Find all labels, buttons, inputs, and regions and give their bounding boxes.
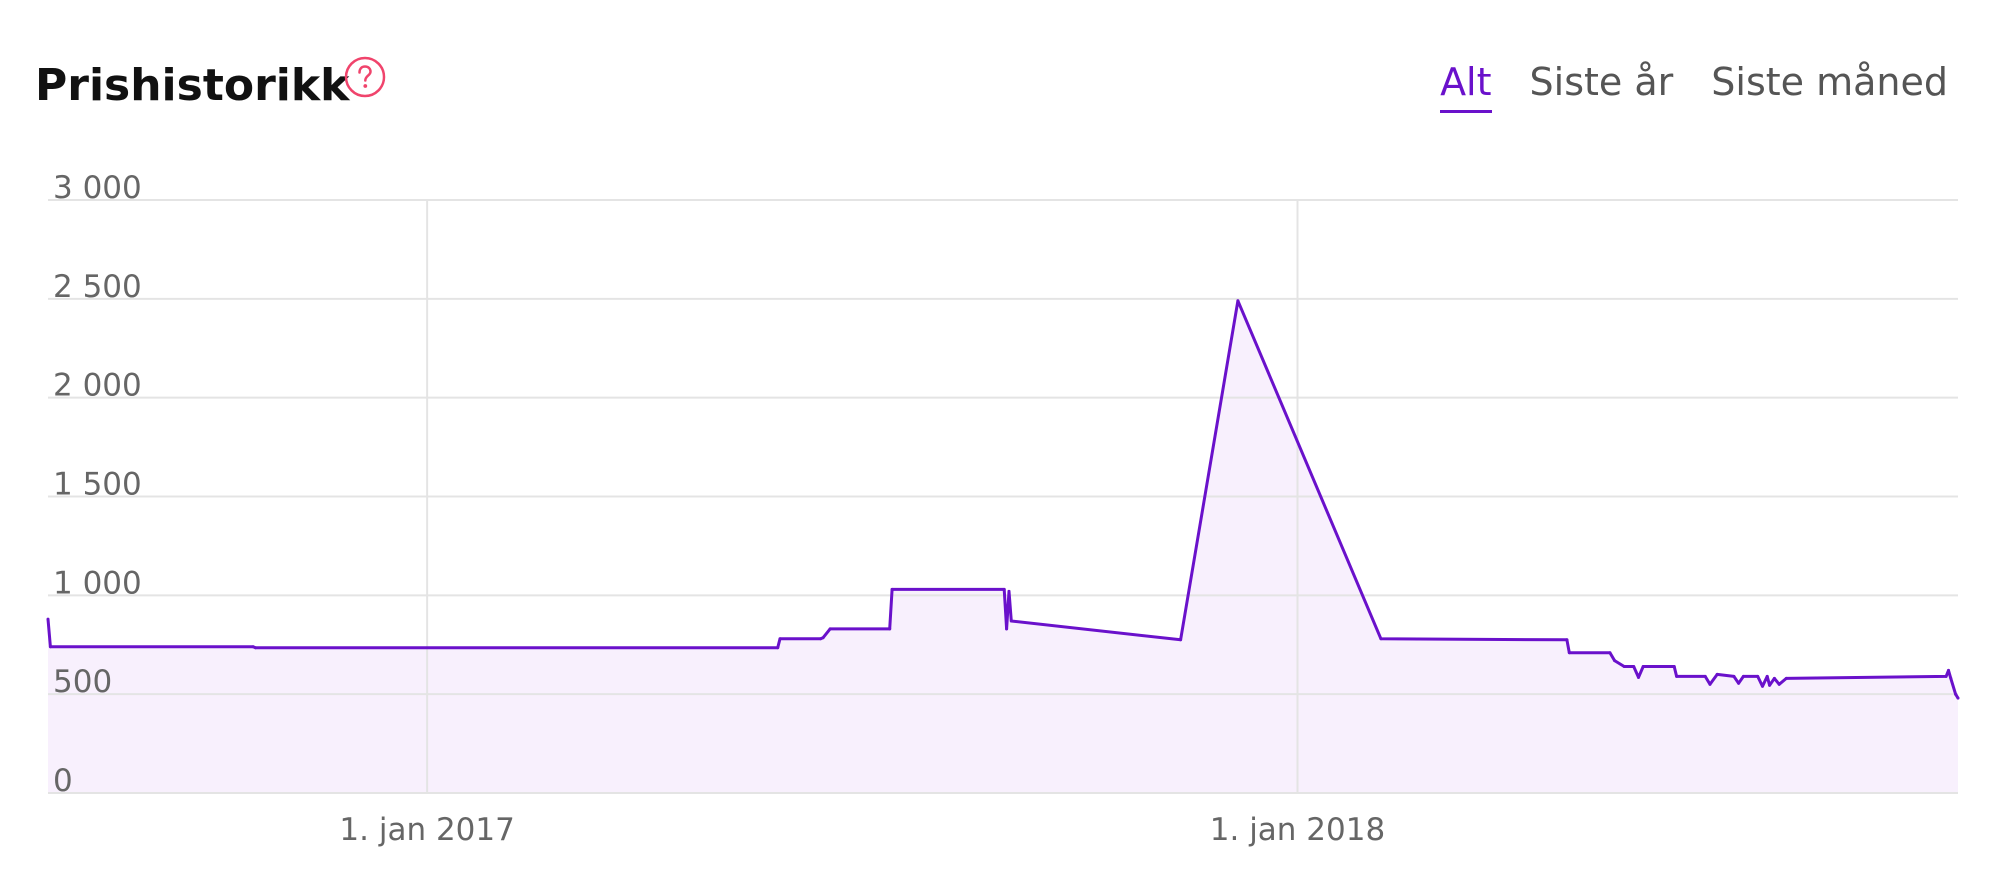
range-tabs: Alt Siste år Siste måned (1440, 56, 1948, 113)
price-point (1641, 665, 1645, 668)
price-point (821, 636, 825, 640)
price-point (888, 627, 892, 631)
price-point (1772, 676, 1776, 680)
price-point (251, 645, 255, 649)
price-point (1703, 674, 1707, 678)
price-point (1009, 619, 1013, 623)
price-point (1765, 674, 1769, 678)
tab-siste-ar[interactable]: Siste år (1529, 60, 1674, 104)
price-point (1741, 674, 1745, 678)
price-point (1002, 587, 1006, 591)
price-point (1756, 674, 1760, 678)
price-point (1637, 675, 1640, 679)
price-point (1947, 668, 1950, 672)
price-point (1567, 651, 1571, 655)
price-area-fill (48, 300, 1958, 793)
price-point (1613, 659, 1617, 663)
price-history-chart: 0 500 1 000 1 500 2 000 2 500 3 000 1. jan 2017… (46, 170, 1960, 848)
tab-siste-maned[interactable]: Siste måned (1711, 60, 1948, 104)
price-point (1708, 682, 1712, 686)
y-tick-label: 3 000 (53, 170, 142, 206)
price-point (1715, 672, 1719, 676)
price-point (776, 646, 780, 650)
y-tick-label: 2 000 (53, 368, 142, 404)
price-line (46, 299, 1960, 699)
page-title: Prishistorikk (35, 60, 350, 111)
price-point (1007, 589, 1011, 593)
y-tick-label: 1 000 (53, 565, 142, 601)
x-tick-label: 1. jan 2018 (1210, 812, 1385, 848)
price-point (1622, 665, 1626, 668)
price-point (1737, 681, 1741, 685)
price-point (1675, 674, 1679, 678)
tab-alt[interactable]: Alt (1440, 56, 1492, 113)
price-point (1944, 674, 1948, 678)
price-point (1608, 651, 1612, 655)
price-point (1379, 637, 1383, 641)
price-point (1632, 665, 1636, 668)
price-point (1954, 692, 1958, 696)
price-point (1672, 665, 1676, 668)
price-point (1565, 638, 1569, 642)
y-tick-label: 2 500 (53, 269, 142, 305)
chart-header: Prishistorikk Alt Siste år Siste måned (0, 0, 2000, 150)
price-point (1784, 676, 1788, 680)
price-point (819, 637, 823, 641)
price-point (1777, 682, 1781, 686)
price-point (828, 627, 832, 631)
price-point (890, 587, 894, 591)
price-point (1732, 674, 1736, 678)
price-point (1236, 299, 1240, 303)
y-tick-label: 0 (53, 763, 73, 799)
price-point (48, 645, 52, 649)
x-tick-label: 1. jan 2017 (339, 812, 514, 848)
price-point (1005, 627, 1009, 631)
price-point (1761, 684, 1764, 688)
price-point (1768, 683, 1772, 687)
help-icon[interactable] (342, 54, 388, 100)
price-point (778, 637, 782, 641)
price-point (1949, 676, 1953, 680)
price-point (1956, 696, 1960, 700)
y-tick-label: 500 (53, 664, 112, 700)
price-point (46, 617, 50, 621)
price-point (1179, 638, 1183, 642)
price-point (254, 646, 257, 650)
y-tick-label: 1 500 (53, 467, 142, 503)
